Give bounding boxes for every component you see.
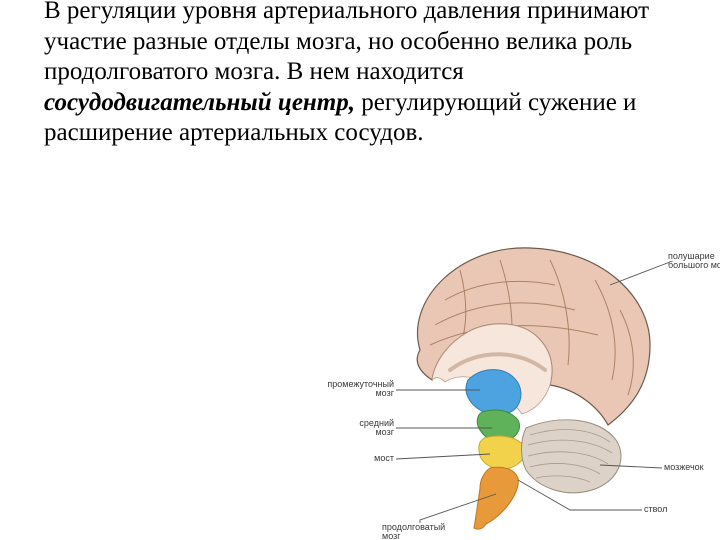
medulla-shape	[480, 467, 518, 524]
label-medulla: продолговатый мозг	[382, 523, 445, 540]
body-paragraph: В регуляции уровня артериального давлени…	[44, 0, 664, 149]
label-hemisphere: полушарие большого мозга	[668, 252, 720, 271]
label-pons: мост	[358, 454, 394, 463]
label-cerebellum: мозжечок	[664, 463, 704, 472]
label-midbrain: средний мозг	[346, 419, 394, 438]
slide: В регуляции уровня артериального давлени…	[0, 0, 720, 540]
label-diencephalon: промежуточный мозг	[322, 380, 394, 399]
cerebellum-shape	[522, 420, 622, 493]
label-brainstem: ствол	[644, 505, 667, 514]
diencephalon-shape	[466, 370, 521, 415]
pons-shape	[479, 436, 525, 469]
brain-svg	[350, 230, 710, 530]
text-segment-1: В регуляции уровня артериального давлени…	[44, 0, 649, 85]
brain-figure: полушарие большого мозга промежуточный м…	[350, 230, 710, 530]
text-segment-emphasis: сосудодвигательный центр,	[44, 89, 355, 116]
